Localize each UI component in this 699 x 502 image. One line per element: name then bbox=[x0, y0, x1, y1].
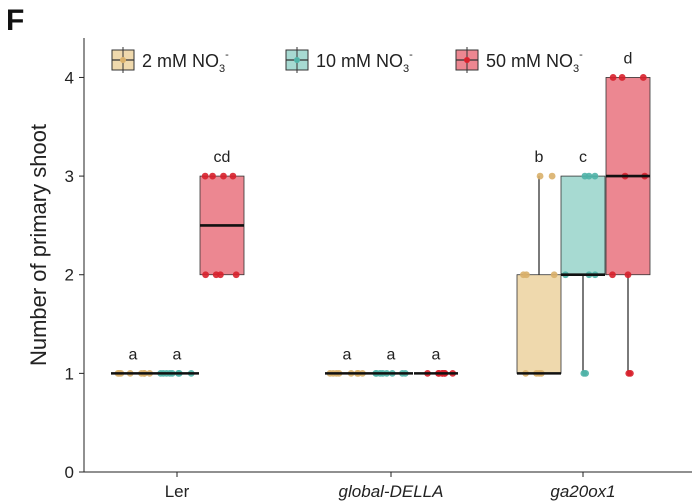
significance-letter: a bbox=[432, 346, 441, 363]
data-point bbox=[609, 271, 616, 279]
y-tick-label: 1 bbox=[65, 364, 74, 383]
box-group: cd bbox=[199, 149, 245, 279]
x-tick-label: global-DELLA bbox=[339, 482, 444, 501]
significance-letter: b bbox=[535, 149, 544, 166]
data-point bbox=[201, 172, 209, 180]
significance-letter: c bbox=[579, 149, 587, 166]
data-point bbox=[550, 271, 558, 279]
legend-label: 2 mM NO3- bbox=[142, 49, 229, 75]
data-point bbox=[639, 74, 647, 81]
significance-letter: a bbox=[343, 346, 352, 363]
legend-swatch-point bbox=[120, 57, 126, 63]
data-point bbox=[627, 369, 634, 377]
legend-item: 2 mM NO3- bbox=[111, 47, 229, 75]
data-point bbox=[202, 271, 210, 279]
y-axis-label: Number of primary shoot bbox=[26, 124, 51, 366]
data-point bbox=[229, 172, 237, 180]
box-group: a bbox=[369, 346, 413, 377]
data-point bbox=[232, 271, 240, 279]
y-tick-label: 2 bbox=[65, 266, 74, 285]
legend-label: 10 mM NO3- bbox=[316, 49, 413, 75]
panel-label: F bbox=[6, 4, 25, 37]
significance-letter: a bbox=[173, 346, 182, 363]
box-group: a bbox=[414, 346, 458, 377]
box-group: a bbox=[325, 346, 369, 377]
x-tick-label: Ler bbox=[165, 482, 190, 501]
box-group: a bbox=[155, 346, 199, 377]
y-tick-label: 4 bbox=[65, 68, 74, 87]
y-tick-label: 0 bbox=[65, 463, 74, 482]
legend-item: 10 mM NO3- bbox=[285, 47, 413, 75]
data-point bbox=[609, 74, 617, 81]
legend-label: 50 mM NO3- bbox=[486, 49, 583, 75]
legend-swatch-point bbox=[294, 57, 300, 63]
box-group: c bbox=[560, 149, 606, 377]
data-point bbox=[618, 74, 626, 81]
box-body bbox=[560, 175, 606, 276]
data-point bbox=[582, 369, 590, 377]
data-point bbox=[209, 172, 216, 180]
data-point bbox=[581, 172, 589, 180]
significance-letter: a bbox=[129, 346, 138, 363]
data-point bbox=[212, 271, 220, 279]
y-tick-label: 3 bbox=[65, 167, 74, 186]
data-point bbox=[624, 271, 632, 279]
data-point bbox=[536, 172, 544, 180]
box-group: b bbox=[516, 149, 562, 377]
data-point bbox=[520, 271, 527, 279]
box-group: d bbox=[605, 50, 651, 377]
data-point bbox=[548, 172, 556, 180]
data-point bbox=[220, 172, 227, 180]
box-body bbox=[516, 274, 562, 374]
x-tick-label: ga20ox1 bbox=[550, 482, 615, 501]
box-group: a bbox=[111, 346, 155, 377]
legend-swatch-point bbox=[464, 57, 470, 63]
significance-letter: d bbox=[624, 50, 633, 67]
data-point bbox=[591, 172, 599, 180]
significance-letter: cd bbox=[214, 149, 231, 166]
legend-item: 50 mM NO3- bbox=[455, 47, 583, 75]
significance-letter: a bbox=[387, 346, 396, 363]
